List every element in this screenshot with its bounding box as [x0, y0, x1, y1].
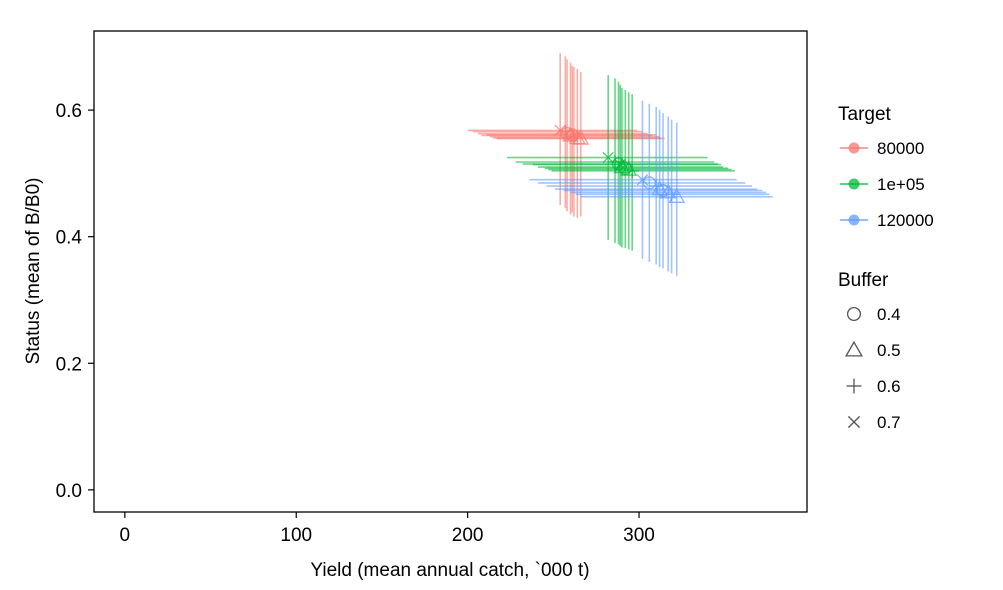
y-tick-label: 0.6 [56, 101, 82, 122]
data-point [642, 176, 656, 190]
data-point [618, 161, 632, 175]
y-tick-label: 0.0 [56, 481, 82, 502]
legend-entry-label: 0.7 [877, 413, 901, 432]
legend-key-dot [848, 178, 860, 190]
data-point [636, 174, 649, 186]
y-tick-label: 0.4 [56, 228, 83, 249]
data-point [656, 183, 670, 198]
x-tick-label: 100 [280, 525, 312, 546]
legend-entry-label: 0.5 [877, 341, 901, 360]
x-tick-label: 200 [452, 525, 484, 546]
legend-title-buffer: Buffer [838, 270, 889, 291]
legend-entry-label: 0.6 [877, 377, 901, 396]
legend: Target 80000 1e+05 120000 Buffer 0.4 0.5 0.6 0.7 [838, 104, 934, 432]
legend-key-dot [848, 142, 860, 154]
y-tick-label: 0.2 [56, 354, 82, 375]
legend-key-circle [846, 306, 862, 322]
data-point [668, 188, 686, 203]
y-axis: 0.0 0.2 0.4 0.6 [56, 101, 94, 502]
data-point [649, 179, 664, 194]
x-tick-label: 300 [623, 525, 655, 546]
x-axis: 0 100 200 300 [120, 512, 655, 546]
plot-panel [93, 30, 808, 513]
legend-title-target: Target [838, 104, 892, 125]
legend-key-plus [846, 378, 862, 394]
data-point [602, 151, 614, 164]
data-point [608, 155, 623, 170]
legend-entry-label: 80000 [877, 139, 924, 158]
y-axis-label: Status (mean of B/B0) [23, 178, 44, 365]
x-tick-label: 0 [120, 525, 131, 546]
legend-entry-label: 1e+05 [877, 175, 925, 194]
data-point [625, 163, 640, 178]
data-point [554, 124, 566, 137]
legend-entry-label: 0.4 [877, 305, 901, 324]
data-points [554, 124, 686, 203]
x-axis-label: Yield (mean annual catch, `000 t) [310, 560, 589, 581]
legend-key-dot [848, 214, 860, 226]
legend-key-triangle [845, 340, 863, 357]
data-point [572, 129, 590, 145]
legend-entry-label: 120000 [877, 211, 934, 230]
legend-key-cross [847, 415, 861, 429]
